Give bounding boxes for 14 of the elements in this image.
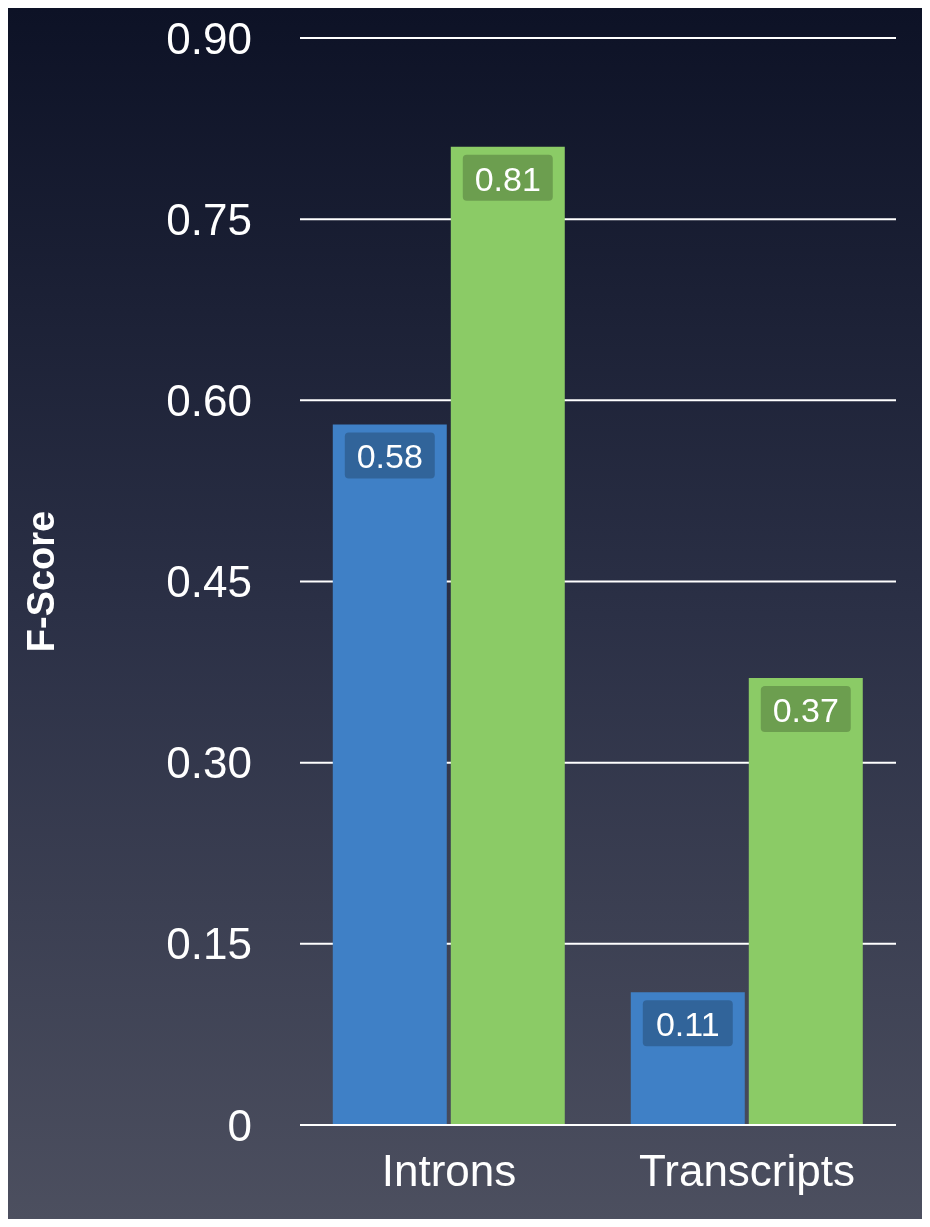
x-tick-label: Transcripts: [639, 1146, 855, 1196]
y-tick-label: 0: [227, 1100, 252, 1150]
y-tick-label: 0.45: [166, 557, 252, 607]
y-tick-label: 0.15: [166, 919, 252, 969]
data-label: 0.11: [655, 1005, 720, 1044]
y-tick-label: 0.30: [166, 738, 252, 788]
y-tick-label: 0.90: [166, 13, 252, 63]
data-label: 0.37: [772, 691, 839, 730]
y-axis-title: F-Score: [20, 510, 63, 653]
data-label: 0.58: [356, 437, 423, 476]
y-tick-label: 0.75: [166, 194, 252, 244]
y-tick-label: 0.60: [166, 375, 252, 425]
x-tick-label: Introns: [381, 1146, 517, 1196]
data-label: 0.81: [474, 159, 541, 198]
